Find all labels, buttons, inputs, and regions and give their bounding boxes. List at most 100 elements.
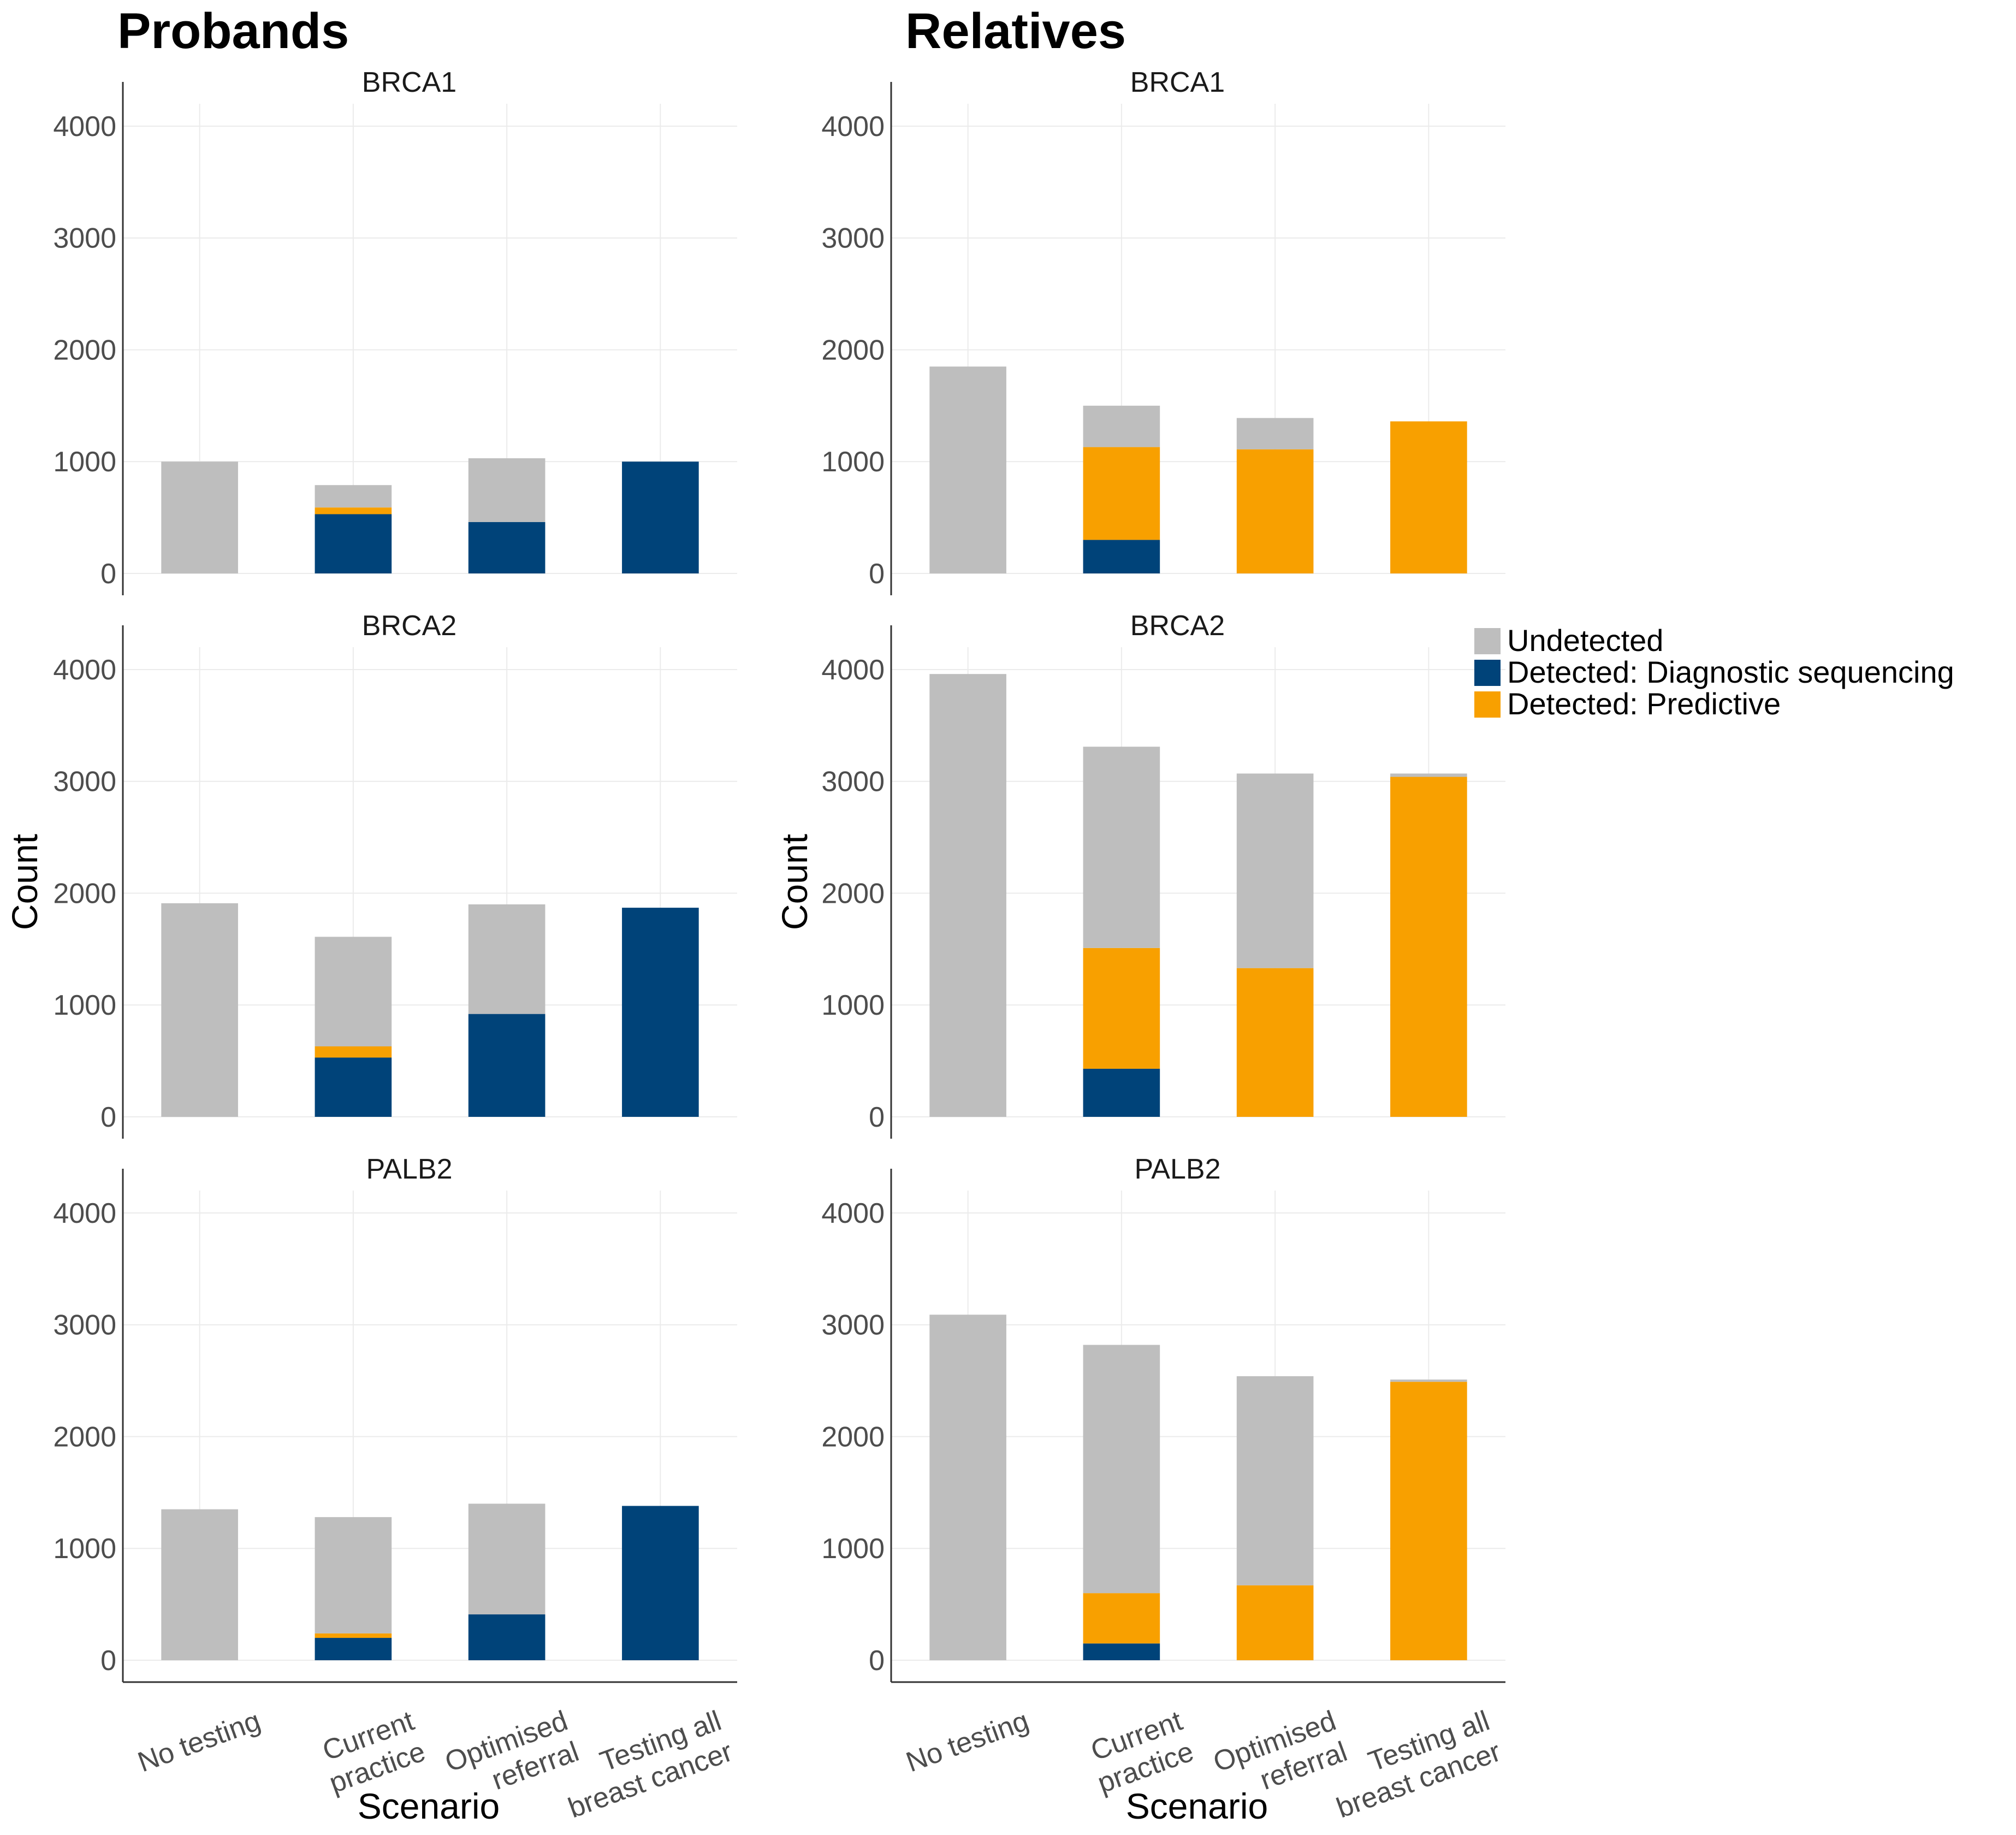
bar-segment-undet [1390,773,1467,777]
legend-swatch-diag [1474,660,1501,686]
bar-segment-undet [161,461,238,573]
x-tick-label-line: No testing [902,1705,1033,1779]
y-tick-label: 2000 [821,1421,885,1453]
legend-label-pred: Detected: Predictive [1507,686,1781,721]
legend-label-undet: Undetected [1507,623,1663,658]
bar-segment-undet [1236,1376,1314,1585]
bar-segment-diag [315,1057,392,1117]
panel-title: BRCA1 [362,67,456,98]
bar-segment-diag [468,1014,545,1117]
panel-title: BRCA2 [1130,610,1225,642]
bar-segment-pred [315,1633,392,1638]
column-title-probands: Probands [117,3,349,59]
bar-segment-undet [1083,747,1160,948]
x-tick-label: No testing [902,1705,1033,1779]
y-tick-label: 0 [100,1102,116,1133]
bar-segment-pred [1236,1585,1314,1660]
bar-segment-undet [315,1517,392,1633]
bar-segment-undet [929,366,1006,573]
y-axis-title-probands: Count [4,834,45,930]
y-tick-label: 2000 [821,334,885,366]
bar-segment-undet [1083,405,1160,447]
legend-swatch-undet [1474,628,1501,654]
y-tick-label: 3000 [53,1310,116,1341]
bar-segment-diag [1083,1643,1160,1660]
y-tick-label: 1000 [821,1533,885,1565]
y-tick-label: 0 [869,1102,885,1133]
legend-swatch-pred [1474,691,1501,718]
panel-title: BRCA2 [362,610,456,642]
y-tick-label: 3000 [821,223,885,254]
y-tick-label: 4000 [53,111,116,143]
panel-palb2-probands: PALB2 0 1000 2000 3000 4000 No testing Currentp… [53,1153,737,1824]
bar-segment-diag [468,1614,545,1660]
x-axis-title-probands: Scenario [358,1786,500,1826]
y-tick-label: 0 [100,1645,116,1677]
x-tick-label-line: No testing [134,1705,265,1779]
y-tick-label: 4000 [821,111,885,143]
bar-segment-pred [1083,447,1160,540]
legend-label-diag: Detected: Diagnostic sequencing [1507,655,1954,689]
bar-segment-diag [1083,1068,1160,1117]
y-tick-label: 2000 [53,878,116,909]
y-tick-label: 0 [869,1645,885,1677]
panel-brca2-probands: BRCA2 0 1000 2000 3000 4000 [53,610,737,1139]
y-tick-label: 4000 [821,654,885,686]
bar-segment-pred [1390,421,1467,573]
panel-brca2-relatives: BRCA2 0 1000 2000 3000 4000 [821,610,1505,1139]
bar-segment-undet [468,458,545,522]
bar-segment-pred [1236,968,1314,1117]
panel-title: PALB2 [366,1153,452,1185]
bar-segment-diag [315,1638,392,1660]
bar-segment-undet [929,674,1006,1117]
bar-segment-diag [622,908,699,1117]
bar-segment-diag [622,1506,699,1660]
bar-segment-diag [315,514,392,573]
y-tick-label: 0 [869,558,885,590]
panel-brca1-relatives: BRCA1 0 1000 2000 3000 4000 [821,67,1505,595]
bar-segment-pred [1236,449,1314,573]
bar-segment-undet [1083,1345,1160,1594]
panel-brca1-probands: BRCA1 0 1000 2000 3000 4000 [53,67,737,595]
y-tick-label: 1000 [53,990,116,1021]
y-tick-label: 3000 [821,1310,885,1341]
y-tick-label: 2000 [53,1421,116,1453]
column-title-relatives: Relatives [905,3,1126,59]
y-tick-label: 1000 [821,446,885,478]
panel-palb2-relatives: PALB2 0 1000 2000 3000 4000 No testing Currentp… [821,1153,1505,1824]
y-tick-label: 3000 [53,223,116,254]
bar-segment-diag [622,461,699,573]
bar-segment-pred [1083,1593,1160,1644]
bar-segment-undet [468,904,545,1014]
bar-segment-undet [161,903,238,1117]
bar-segment-diag [1083,540,1160,573]
bar-segment-undet [1236,418,1314,449]
x-axis-title-relatives: Scenario [1126,1786,1268,1826]
x-tick-label: No testing [134,1705,265,1779]
y-tick-label: 0 [100,558,116,590]
panels: BRCA1 0 1000 2000 3000 4000 BRCA1 0 1000 2000 3000… [53,67,1505,1824]
bar-segment-pred [315,1046,392,1058]
bar-segment-undet [315,485,392,508]
bar-segment-undet [468,1503,545,1615]
bar-segment-undet [315,937,392,1046]
bar-segment-undet [161,1509,238,1660]
y-tick-label: 1000 [53,1533,116,1565]
panel-title: PALB2 [1134,1153,1220,1185]
x-tick-label: Currentpractice [1082,1705,1198,1800]
y-tick-label: 2000 [821,878,885,909]
y-tick-label: 3000 [821,766,885,798]
y-tick-label: 4000 [53,1198,116,1229]
bar-segment-pred [1390,777,1467,1117]
x-tick-label: Currentpractice [314,1705,430,1800]
y-tick-label: 1000 [53,446,116,478]
y-tick-label: 3000 [53,766,116,798]
bar-segment-pred [1390,1382,1467,1660]
bar-segment-undet [1236,773,1314,968]
y-tick-label: 4000 [821,1198,885,1229]
y-tick-label: 4000 [53,654,116,686]
bar-segment-pred [1083,948,1160,1069]
bar-segment-undet [1390,1380,1467,1382]
